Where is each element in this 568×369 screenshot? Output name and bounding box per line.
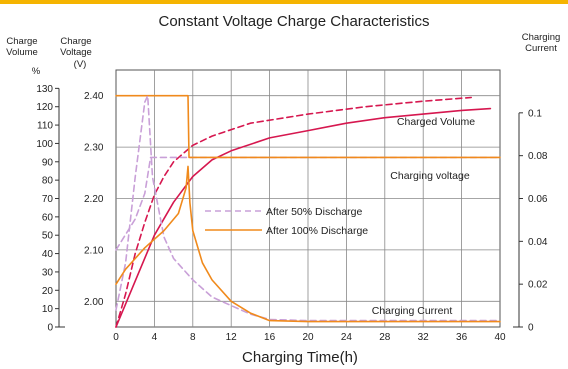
- charge-volume-heading-1: Charge: [6, 36, 37, 47]
- x-tick-label: 12: [226, 332, 238, 343]
- volume-tick-label: 20: [42, 286, 54, 297]
- current-tick-label: 0.02: [528, 280, 548, 291]
- volume-tick-label: 60: [42, 212, 54, 223]
- x-axis-label: Charging Time(h): [242, 349, 358, 366]
- x-tick-label: 8: [190, 332, 196, 343]
- x-tick-label: 0: [113, 332, 119, 343]
- series-charging-voltage-50: [115, 156, 501, 251]
- volume-tick-label: 100: [36, 139, 53, 150]
- chart-title: Constant Voltage Charge Characteristics: [159, 13, 430, 30]
- volume-tick-label: 30: [42, 267, 54, 278]
- voltage-tick-label: 2.10: [84, 245, 104, 256]
- volume-tick-label: 70: [42, 194, 54, 205]
- volume-tick-label: 130: [36, 84, 53, 95]
- voltage-tick-label: 2.20: [84, 194, 104, 205]
- current-tick-label: 0.04: [528, 237, 548, 248]
- series-layer: [115, 94, 501, 328]
- x-tick-label: 40: [494, 332, 506, 343]
- voltage-tick-label: 2.00: [84, 297, 104, 308]
- volume-tick-label: 90: [42, 157, 54, 168]
- volume-tick-label: 0: [47, 323, 53, 334]
- volume-tick-label: 50: [42, 231, 54, 242]
- axes: 0 4 8 12 16 20 24 28 32 36 40 2.00 2.10 2.20 2.30 2.40 0…: [36, 84, 548, 343]
- series-charged-volume-100: [115, 107, 492, 328]
- annotation-charging-voltage: Charging voltage: [390, 170, 470, 182]
- charging-current-heading-2: Current: [525, 43, 557, 54]
- charge-voltage-unit: (V): [74, 59, 87, 70]
- charge-volume-heading-2: Volume: [6, 47, 38, 58]
- x-tick-label: 4: [152, 332, 158, 343]
- legend-label-100: After 100% Discharge: [266, 225, 368, 237]
- current-tick-label: 0: [528, 323, 534, 334]
- charging-current-heading-1: Charging: [522, 32, 561, 43]
- charge-voltage-heading-2: Voltage: [60, 47, 92, 58]
- series-charging-voltage-100: [115, 94, 501, 159]
- current-tick-label: 0.08: [528, 151, 548, 162]
- left-axis-heading: Charge Volume % Charge Voltage (V): [6, 36, 92, 77]
- series-charged-volume-50: [115, 96, 472, 328]
- grid: [115, 69, 501, 328]
- voltage-tick-label: 2.40: [84, 91, 104, 102]
- charge-voltage-heading-1: Charge: [60, 36, 91, 47]
- current-tick-label: 0.06: [528, 194, 548, 205]
- right-axis-heading: Charging Current: [522, 32, 561, 54]
- series-charging-current-100: [115, 165, 501, 323]
- annotation-charged-volume: Charged Volume: [397, 116, 475, 128]
- legend-label-50: After 50% Discharge: [266, 206, 362, 218]
- volume-tick-label: 120: [36, 102, 53, 113]
- volume-tick-label: 10: [42, 304, 54, 315]
- current-tick-label: 0.1: [528, 108, 542, 119]
- volume-tick-label: 80: [42, 176, 54, 187]
- x-tick-label: 16: [264, 332, 276, 343]
- volume-tick-label: 110: [37, 121, 53, 132]
- voltage-tick-label: 2.30: [84, 143, 104, 154]
- x-tick-label: 36: [456, 332, 468, 343]
- legend: After 50% Discharge After 100% Discharge: [205, 206, 368, 237]
- top-accent-bar: [0, 0, 568, 4]
- charge-volume-unit: %: [32, 66, 41, 77]
- volume-tick-label: 40: [42, 249, 54, 260]
- annotation-charging-current: Charging Current: [372, 305, 453, 317]
- x-tick-label: 32: [418, 332, 430, 343]
- x-tick-label: 24: [341, 332, 353, 343]
- x-tick-label: 28: [379, 332, 391, 343]
- x-tick-label: 20: [302, 332, 314, 343]
